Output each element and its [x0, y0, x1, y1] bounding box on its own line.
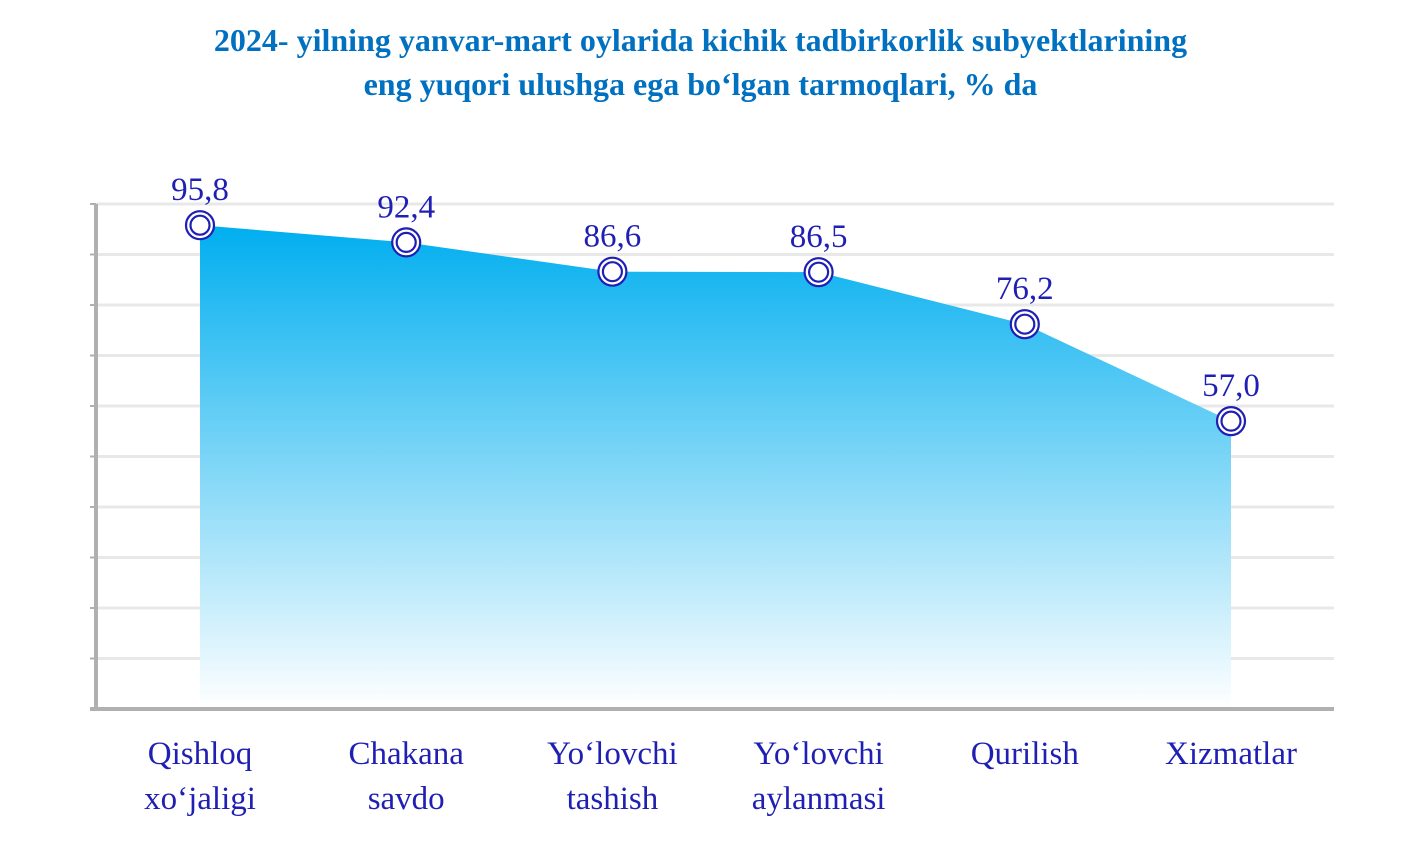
- category-label: Yo‘lovchi: [547, 736, 678, 772]
- data-point-marker: [184, 210, 216, 241]
- data-label: 57,0: [1202, 368, 1260, 404]
- category-label: Qurilish: [971, 736, 1080, 772]
- category-labels: Qishloq xo‘jaligi Chakana savdo Yo‘lovchi tas…: [144, 736, 1297, 817]
- chart-title-line-2: eng yuqori ulushga ega bo‘lgan tarmoqlar…: [363, 66, 1038, 102]
- data-label: 86,5: [790, 219, 848, 255]
- category-label: savdo: [368, 781, 445, 817]
- data-label: 86,6: [584, 219, 642, 255]
- category-label: Qishloq: [148, 736, 253, 772]
- category-label: tashish: [567, 781, 659, 817]
- data-markers: [184, 210, 1247, 437]
- data-label: 95,8: [171, 172, 229, 208]
- category-label: Yo‘lovchi: [753, 736, 884, 772]
- data-label: 76,2: [996, 271, 1054, 307]
- data-point-marker: [1009, 309, 1040, 340]
- data-point-marker: [803, 257, 834, 288]
- data-labels: 95,8 92,4 86,6 86,5 76,2 57,0: [171, 172, 1260, 404]
- chart-title: 2024- yilning yanvar-mart oylarida kichi…: [0, 18, 1401, 106]
- category-label: aylanmasi: [752, 781, 886, 817]
- axes: [90, 204, 1334, 711]
- category-label: Xizmatlar: [1165, 736, 1297, 772]
- chart-title-line-1: 2024- yilning yanvar-mart oylarida kichi…: [213, 22, 1188, 58]
- category-label: Chakana: [348, 736, 464, 772]
- data-point-marker: [391, 227, 422, 258]
- data-label: 92,4: [377, 189, 435, 225]
- area-series: [200, 225, 1231, 709]
- area-fill: [200, 225, 1231, 709]
- data-point-marker: [1215, 406, 1247, 437]
- data-point-marker: [597, 256, 628, 287]
- category-label: xo‘jaligi: [144, 781, 256, 817]
